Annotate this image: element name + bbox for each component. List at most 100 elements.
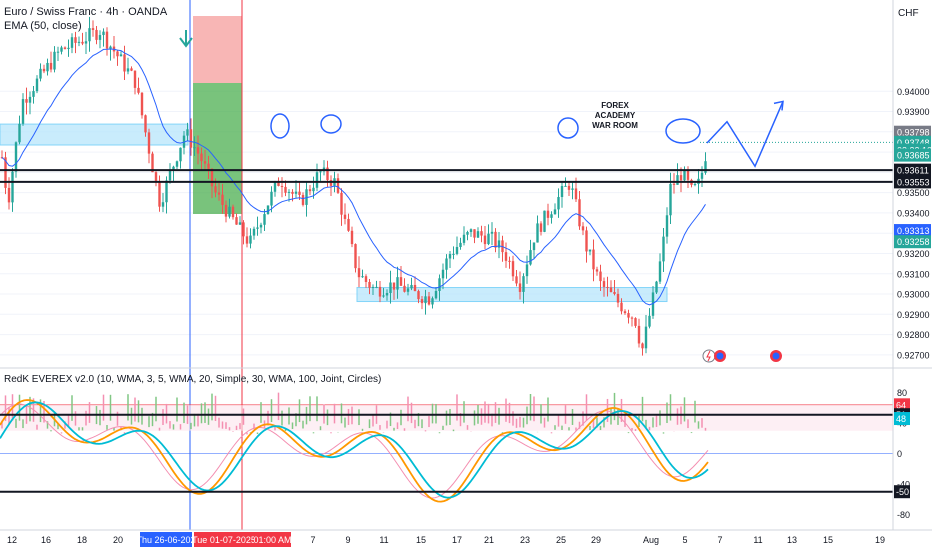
- candle: [133, 70, 137, 88]
- candle: [700, 172, 704, 179]
- candle: [431, 298, 434, 305]
- circle-annotation-2[interactable]: [320, 114, 342, 134]
- price-tick-label: 0.93500: [897, 188, 930, 198]
- candle: [53, 51, 56, 70]
- candle: [7, 187, 11, 203]
- time-tick-label: 21: [484, 535, 494, 545]
- candle: [459, 242, 462, 248]
- candle: [368, 281, 371, 288]
- oscillator-badge-label: -50: [896, 487, 909, 497]
- candle: [336, 178, 340, 193]
- candle: [399, 277, 403, 286]
- candle: [105, 31, 109, 49]
- candle: [60, 47, 63, 52]
- oscillator-pane: [0, 392, 893, 503]
- candle: [466, 232, 469, 235]
- candle: [546, 210, 550, 218]
- candle: [679, 175, 683, 181]
- arrow-up-icon: [773, 100, 784, 111]
- time-highlight: [194, 532, 254, 547]
- candle: [287, 191, 291, 193]
- candle: [67, 47, 70, 49]
- annotation-text[interactable]: FOREX ACADEMY WAR ROOM: [584, 101, 646, 131]
- candle: [518, 283, 522, 292]
- candle: [165, 180, 168, 203]
- time-tick-label: Aug: [643, 535, 659, 545]
- candle: [228, 206, 231, 217]
- price-tick-label: 0.92900: [897, 310, 930, 320]
- candle: [683, 169, 686, 181]
- event-icons[interactable]: [702, 349, 782, 363]
- candle: [11, 171, 14, 203]
- candle: [434, 290, 438, 299]
- time-highlight: [254, 532, 291, 547]
- candle: [235, 217, 238, 225]
- price-badge: [894, 175, 931, 189]
- circle-annotation-4[interactable]: [665, 118, 701, 144]
- candle: [294, 191, 298, 194]
- candle: [158, 181, 161, 207]
- candle: [389, 282, 392, 294]
- price-badges: 0.937980.9374803:32:100.936850.936110.93…: [894, 125, 932, 249]
- time-tick-label: 15: [823, 535, 833, 545]
- candle: [511, 261, 515, 277]
- candle: [392, 282, 396, 290]
- candle: [574, 188, 578, 200]
- price-tick-label: 0.92800: [897, 330, 930, 340]
- candle: [595, 269, 599, 272]
- candle: [154, 172, 158, 182]
- indicator-legend[interactable]: RedK EVEREX v2.0 (10, WMA, 3, 5, WMA, 20…: [4, 374, 382, 385]
- supply-zone[interactable]: [0, 123, 189, 146]
- candle: [438, 278, 441, 291]
- stop-loss-zone: [193, 16, 242, 83]
- candle: [242, 222, 245, 237]
- circle-annotation-1[interactable]: [270, 113, 290, 139]
- oscillator-badge-label: 64: [896, 400, 906, 410]
- candle: [186, 129, 189, 136]
- time-tick-label: 11: [379, 535, 388, 545]
- time-tick-label: 7: [717, 535, 722, 545]
- candle: [32, 91, 35, 97]
- chart-title[interactable]: Euro / Swiss Franc · 4h · OANDA: [4, 6, 168, 18]
- time-axis[interactable]: 12 16 18 20 7 9 11 15 17 21 23 25 29 Aug 5 7 11 13 15 19: [7, 535, 885, 545]
- demand-zone[interactable]: [356, 287, 668, 303]
- candle: [483, 235, 487, 245]
- candle: [473, 229, 476, 238]
- candle: [630, 317, 634, 319]
- candle: [49, 62, 53, 70]
- candle: [252, 228, 256, 236]
- projection-path[interactable]: [706, 101, 784, 168]
- candle: [557, 197, 560, 210]
- circle-annotations[interactable]: [270, 113, 701, 144]
- circle-annotation-3[interactable]: [557, 117, 579, 139]
- candle: [70, 37, 74, 48]
- candle: [564, 185, 567, 187]
- price-tick-label: 0.93400: [897, 208, 930, 218]
- annotation-line-1: FOREX ACADEMY: [594, 101, 636, 120]
- candle: [385, 293, 389, 296]
- arrow-down-icon[interactable]: [179, 30, 193, 48]
- candle: [592, 249, 595, 270]
- candle: [396, 277, 399, 290]
- lightning-icon[interactable]: [702, 349, 716, 363]
- candle: [494, 231, 497, 248]
- ema-legend[interactable]: EMA (50, close): [4, 20, 82, 32]
- price-badge-label: 0.93313: [897, 226, 930, 236]
- time-tick-label: 15: [416, 535, 426, 545]
- candle: [91, 28, 95, 30]
- candle: [662, 236, 665, 262]
- annotation-line-2: WAR ROOM: [592, 121, 638, 130]
- currency-label[interactable]: CHF: [898, 8, 919, 19]
- candle: [550, 214, 553, 218]
- candle: [532, 242, 536, 251]
- oscillator-badge: [894, 412, 910, 426]
- candle: [616, 293, 620, 303]
- candle: [693, 183, 697, 185]
- candle: [581, 226, 585, 231]
- candle: [672, 183, 676, 185]
- price-badge-label: 0.93748: [897, 138, 930, 148]
- candle: [102, 31, 105, 36]
